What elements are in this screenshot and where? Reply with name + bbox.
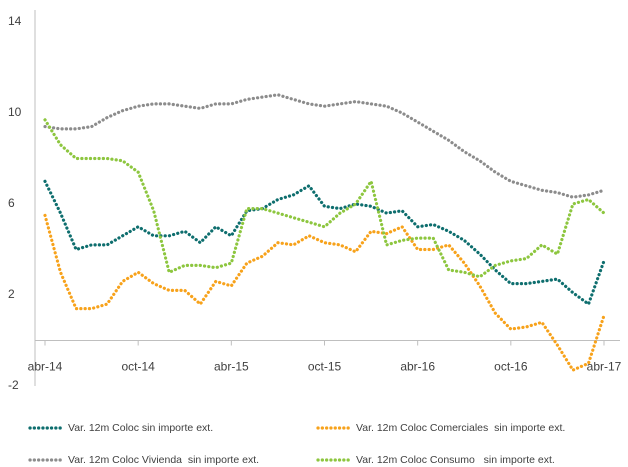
series-line <box>43 93 606 199</box>
x-tick-label: abr-17 <box>587 360 622 374</box>
x-tick-label: oct-14 <box>121 360 155 374</box>
x-tick-label: abr-15 <box>214 360 249 374</box>
y-tick-label: 6 <box>8 196 15 210</box>
x-tick-label: abr-16 <box>400 360 435 374</box>
x-tick-label: oct-15 <box>308 360 342 374</box>
legend-label: Var. 12m Coloc Vivienda sin importe ext. <box>68 454 259 466</box>
legend-label: Var. 12m Coloc Consumo sin importe ext. <box>356 454 555 466</box>
legend-label: Var. 12m Coloc sin importe ext. <box>68 422 213 434</box>
series-line <box>43 179 606 307</box>
y-tick-label: 2 <box>8 287 15 301</box>
x-tick-label: abr-14 <box>28 360 63 374</box>
y-tick-label: -2 <box>8 378 19 392</box>
series-line <box>43 213 606 373</box>
y-tick-label: 14 <box>8 14 22 28</box>
x-tick-label: oct-16 <box>494 360 528 374</box>
legend-label: Var. 12m Coloc Comerciales sin importe e… <box>356 422 565 434</box>
y-tick-label: 10 <box>8 105 22 119</box>
series-line <box>43 118 606 279</box>
